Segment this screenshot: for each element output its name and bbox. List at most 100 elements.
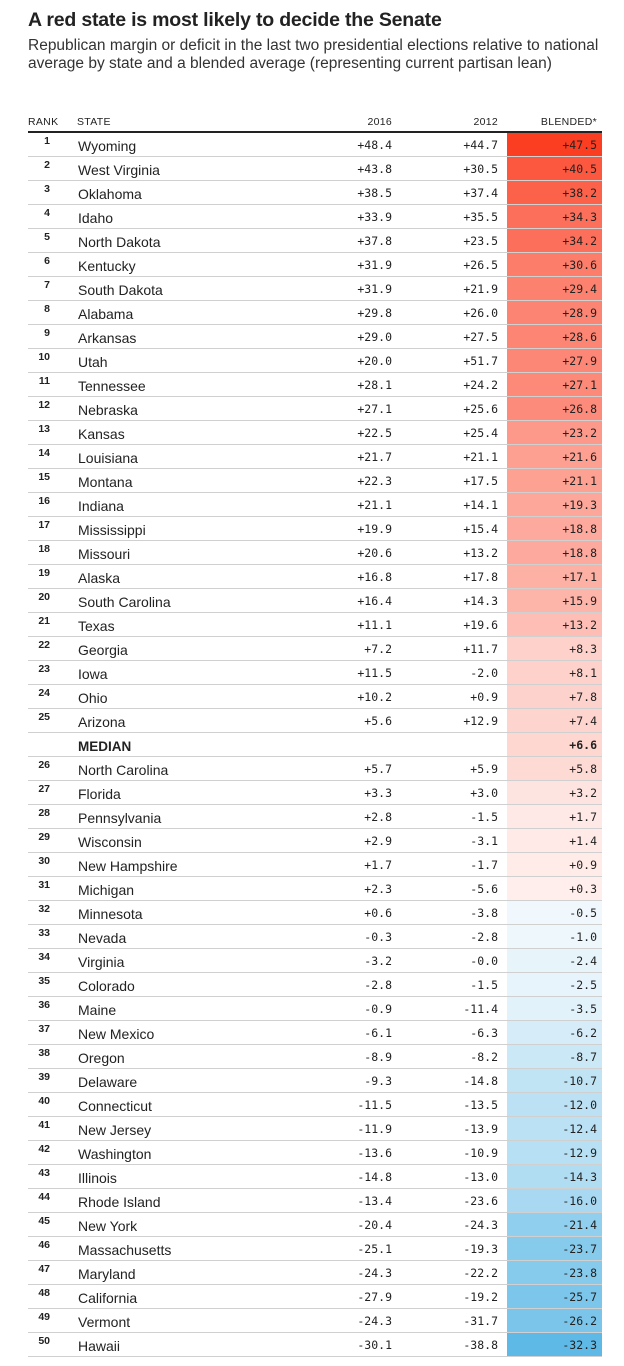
- table-row: 39 Delaware -9.3 -14.8 -10.7: [28, 1069, 602, 1093]
- table-row: 9 Arkansas +29.0 +27.5 +28.6: [28, 325, 602, 349]
- table-row: 34 Virginia -3.2 -0.0 -2.4: [28, 949, 602, 973]
- rank-cell: 2: [44, 159, 50, 171]
- value-2012-cell: -38.8: [463, 1338, 498, 1352]
- blended-color-cell: [507, 1165, 602, 1188]
- state-name-cell: Ohio: [78, 690, 108, 706]
- rank-cell: 11: [38, 375, 50, 387]
- value-2016-cell: +2.9: [364, 834, 392, 848]
- value-2012-cell: -2.0: [470, 666, 498, 680]
- rank-cell: 14: [38, 447, 50, 459]
- value-2016-cell: -3.2: [364, 954, 392, 968]
- value-2016-cell: -20.4: [357, 1218, 392, 1232]
- state-name-cell: New Jersey: [78, 1122, 152, 1138]
- blended-color-cell: [507, 709, 602, 732]
- value-blended-cell: +19.3: [562, 498, 597, 512]
- state-name-cell: Oregon: [78, 1050, 125, 1066]
- value-2016-cell: +27.1: [357, 402, 392, 416]
- value-2012-cell: +21.9: [463, 282, 498, 296]
- value-blended-cell: -26.2: [562, 1314, 597, 1328]
- value-2012-cell: +26.5: [463, 258, 498, 272]
- blended-color-cell: [507, 1069, 602, 1092]
- value-blended-cell: -12.0: [562, 1098, 597, 1112]
- rank-cell: 44: [38, 1191, 50, 1203]
- blended-color-cell: [507, 1285, 602, 1308]
- state-name-cell: Colorado: [78, 978, 135, 994]
- value-2012-cell: -24.3: [463, 1218, 498, 1232]
- state-name-cell: Massachusetts: [78, 1242, 172, 1258]
- value-2012-cell: -6.3: [470, 1026, 498, 1040]
- value-2012-cell: -1.5: [470, 810, 498, 824]
- value-blended-cell: +1.4: [569, 834, 597, 848]
- table-row: 4 Idaho +33.9 +35.5 +34.3: [28, 205, 602, 229]
- rank-cell: 15: [38, 471, 50, 483]
- value-2012-cell: +30.5: [463, 162, 498, 176]
- table-row: 11 Tennessee +28.1 +24.2 +27.1: [28, 373, 602, 397]
- table-row: 30 New Hampshire +1.7 -1.7 +0.9: [28, 853, 602, 877]
- value-2012-cell: -10.9: [463, 1146, 498, 1160]
- blended-color-cell: [507, 1117, 602, 1140]
- rank-cell: 12: [38, 399, 50, 411]
- table-row: 35 Colorado -2.8 -1.5 -2.5: [28, 973, 602, 997]
- state-name-cell: Utah: [78, 354, 108, 370]
- value-2012-cell: +14.1: [463, 498, 498, 512]
- table-row: 24 Ohio +10.2 +0.9 +7.8: [28, 685, 602, 709]
- blended-color-cell: [507, 1021, 602, 1044]
- value-2016-cell: +22.3: [357, 474, 392, 488]
- value-2016-cell: +16.4: [357, 594, 392, 608]
- table-row: 48 California -27.9 -19.2 -25.7: [28, 1285, 602, 1309]
- value-2016-cell: -0.3: [364, 930, 392, 944]
- blended-color-cell: [507, 1093, 602, 1116]
- rank-cell: 35: [38, 975, 50, 987]
- value-blended-cell: +26.8: [562, 402, 597, 416]
- value-2012-cell: -31.7: [463, 1314, 498, 1328]
- rank-cell: 4: [44, 207, 50, 219]
- value-2012-cell: +14.3: [463, 594, 498, 608]
- value-2012-cell: -11.4: [463, 1002, 498, 1016]
- value-blended-cell: +0.9: [569, 858, 597, 872]
- value-blended-cell: +18.8: [562, 522, 597, 536]
- rank-cell: 39: [38, 1071, 50, 1083]
- value-blended-cell: +34.2: [562, 234, 597, 248]
- value-2016-cell: -9.3: [364, 1074, 392, 1088]
- table-row: 44 Rhode Island -13.4 -23.6 -16.0: [28, 1189, 602, 1213]
- value-blended-cell: -0.5: [569, 906, 597, 920]
- blended-color-cell: [507, 301, 602, 324]
- value-2016-cell: -0.9: [364, 1002, 392, 1016]
- value-blended-cell: +28.9: [562, 306, 597, 320]
- state-name-cell: Louisiana: [78, 450, 138, 466]
- value-blended-cell: -32.3: [562, 1338, 597, 1352]
- value-2012-cell: +13.2: [463, 546, 498, 560]
- table-row: 49 Vermont -24.3 -31.7 -26.2: [28, 1309, 602, 1333]
- value-2016-cell: +31.9: [357, 282, 392, 296]
- value-blended-cell: +27.9: [562, 354, 597, 368]
- state-name-cell: Florida: [78, 786, 121, 802]
- blended-color-cell: [507, 997, 602, 1020]
- table-row: 37 New Mexico -6.1 -6.3 -6.2: [28, 1021, 602, 1045]
- blended-color-cell: [507, 469, 602, 492]
- table-row: 5 North Dakota +37.8 +23.5 +34.2: [28, 229, 602, 253]
- table-row: 14 Louisiana +21.7 +21.1 +21.6: [28, 445, 602, 469]
- value-2012-cell: +3.0: [470, 786, 498, 800]
- blended-color-cell: [507, 325, 602, 348]
- rank-cell: 19: [38, 567, 50, 579]
- rank-cell: 10: [38, 351, 50, 363]
- table-row: 16 Indiana +21.1 +14.1 +19.3: [28, 493, 602, 517]
- blended-color-cell: [507, 1261, 602, 1284]
- table-row: 43 Illinois -14.8 -13.0 -14.3: [28, 1165, 602, 1189]
- table-row: 19 Alaska +16.8 +17.8 +17.1: [28, 565, 602, 589]
- value-2012-cell: -13.9: [463, 1122, 498, 1136]
- state-name-cell: Arkansas: [78, 330, 137, 346]
- value-2016-cell: -6.1: [364, 1026, 392, 1040]
- value-2016-cell: +37.8: [357, 234, 392, 248]
- value-2012-cell: -19.3: [463, 1242, 498, 1256]
- rank-cell: 3: [44, 183, 50, 195]
- table-row: 23 Iowa +11.5 -2.0 +8.1: [28, 661, 602, 685]
- value-blended-cell: +28.6: [562, 330, 597, 344]
- rank-cell: 9: [44, 327, 50, 339]
- rank-cell: 38: [38, 1047, 50, 1059]
- value-2016-cell: +31.9: [357, 258, 392, 272]
- state-name-cell: West Virginia: [78, 162, 160, 178]
- value-2016-cell: -14.8: [357, 1170, 392, 1184]
- value-2012-cell: +21.1: [463, 450, 498, 464]
- blended-color-cell: [507, 1189, 602, 1212]
